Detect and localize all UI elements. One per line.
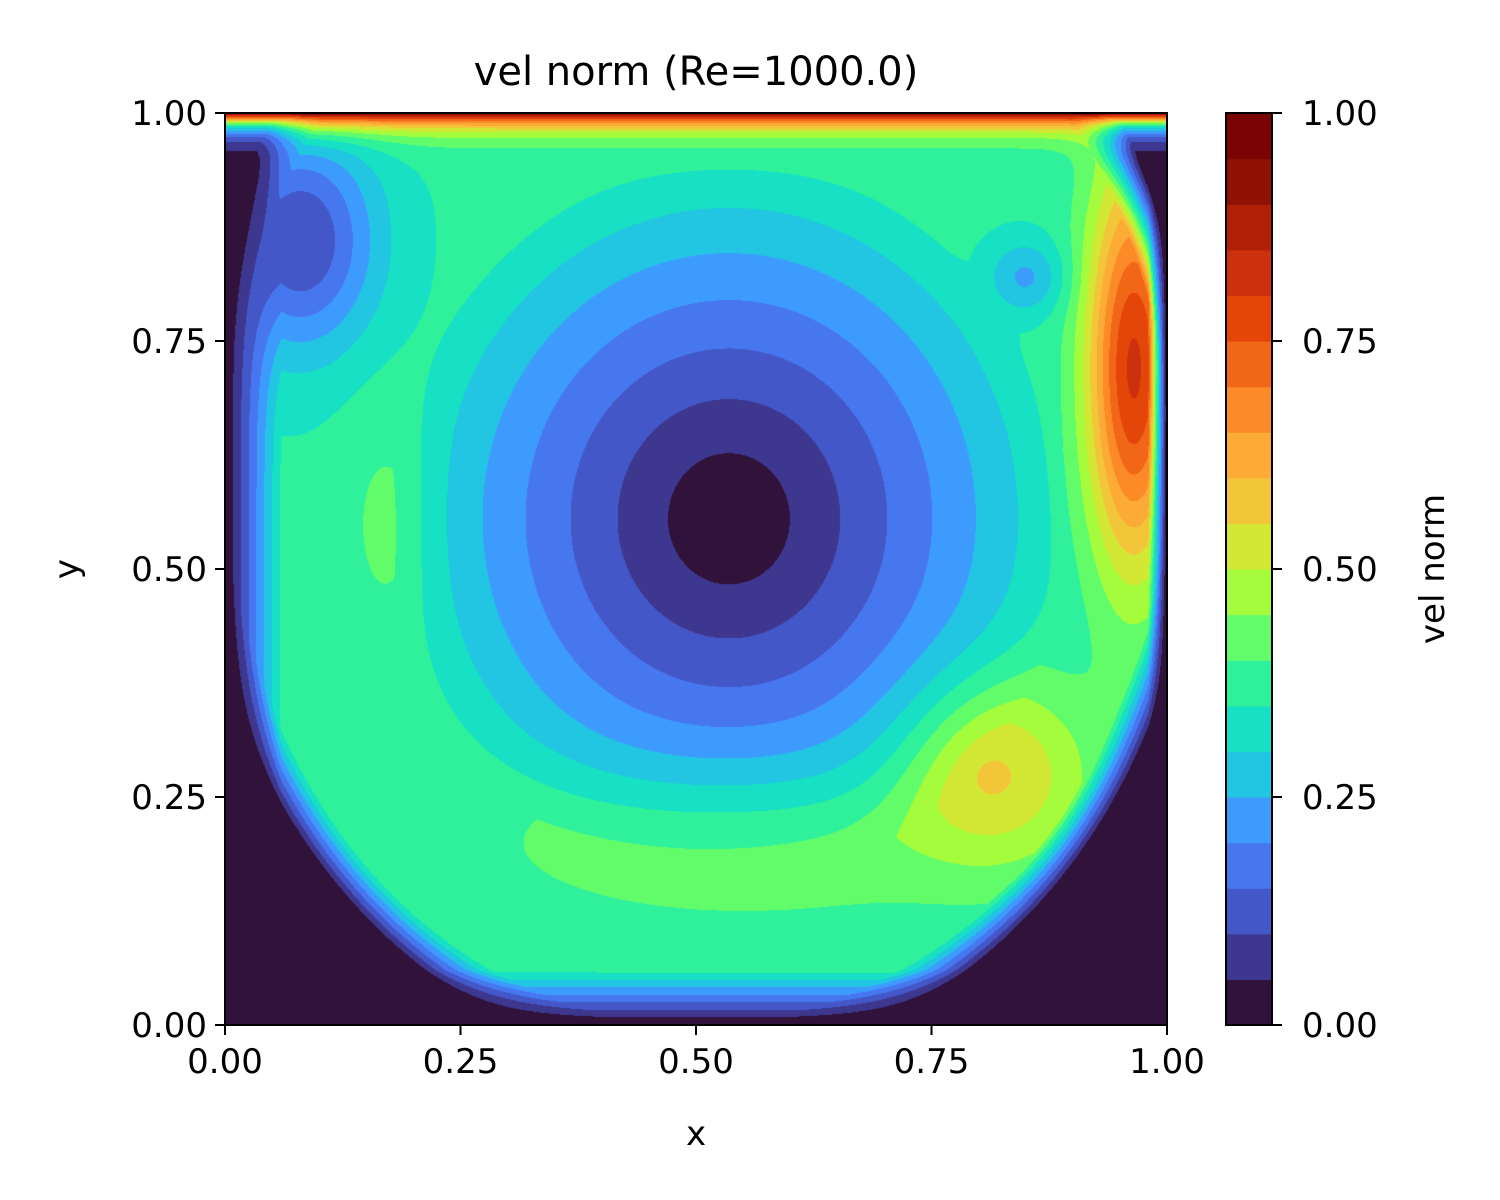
colorbar-band <box>1226 797 1272 844</box>
colorbar-band <box>1226 569 1272 616</box>
colorbar-band <box>1226 295 1272 342</box>
x-tick-label: 0.25 <box>423 1042 499 1082</box>
colorbar-band <box>1226 660 1272 707</box>
y-tick-label: 0.25 <box>131 778 207 818</box>
x-tick-label: 0.00 <box>187 1042 263 1082</box>
colorbar-band <box>1226 477 1272 524</box>
y-tick-label: 0.00 <box>131 1006 207 1046</box>
colorbar-band <box>1226 614 1272 661</box>
x-tick-label: 0.50 <box>658 1042 734 1082</box>
x-axis-label: x <box>686 1114 706 1154</box>
colorbar-band <box>1226 432 1272 479</box>
colorbar-axis: 0.00 0.25 0.50 0.75 1.00 <box>1272 94 1378 1046</box>
colorbar-tick-label: 0.75 <box>1302 322 1378 362</box>
colorbar-band <box>1226 113 1272 160</box>
colorbar-band <box>1226 933 1272 980</box>
colorbar-tick-label: 0.50 <box>1302 550 1378 590</box>
y-axis-label: y <box>47 559 87 579</box>
velocity-field-heatmap <box>225 113 1167 1025</box>
colorbar-band <box>1226 979 1272 1026</box>
colorbar-band <box>1226 386 1272 433</box>
colorbar-bands <box>1226 113 1272 1026</box>
chart-title: vel norm (Re=1000.0) <box>474 49 919 95</box>
colorbar-tick-label: 1.00 <box>1302 94 1378 134</box>
x-tick-label: 1.00 <box>1129 1042 1205 1082</box>
colorbar-band <box>1226 888 1272 935</box>
y-tick-label: 0.75 <box>131 322 207 362</box>
colorbar-tick-label: 0.25 <box>1302 778 1378 818</box>
y-tick-label: 0.50 <box>131 550 207 590</box>
colorbar-band <box>1226 249 1272 296</box>
y-axis: 0.00 0.25 0.50 0.75 1.00 <box>131 94 225 1046</box>
colorbar-band <box>1226 158 1272 205</box>
colorbar-band <box>1226 204 1272 251</box>
x-axis: 0.00 0.25 0.50 0.75 1.00 <box>187 1025 1205 1082</box>
colorbar-label: vel norm <box>1413 494 1453 644</box>
x-tick-label: 0.75 <box>894 1042 970 1082</box>
colorbar-band <box>1226 523 1272 570</box>
plot-area <box>224 112 1168 1026</box>
colorbar-band <box>1226 842 1272 889</box>
colorbar-band <box>1226 341 1272 388</box>
colorbar-band <box>1226 705 1272 752</box>
colorbar-tick-label: 0.00 <box>1302 1006 1378 1046</box>
colorbar: 0.00 0.25 0.50 0.75 1.00 vel norm <box>1225 94 1453 1046</box>
y-tick-label: 1.00 <box>131 94 207 134</box>
colorbar-band <box>1226 751 1272 798</box>
